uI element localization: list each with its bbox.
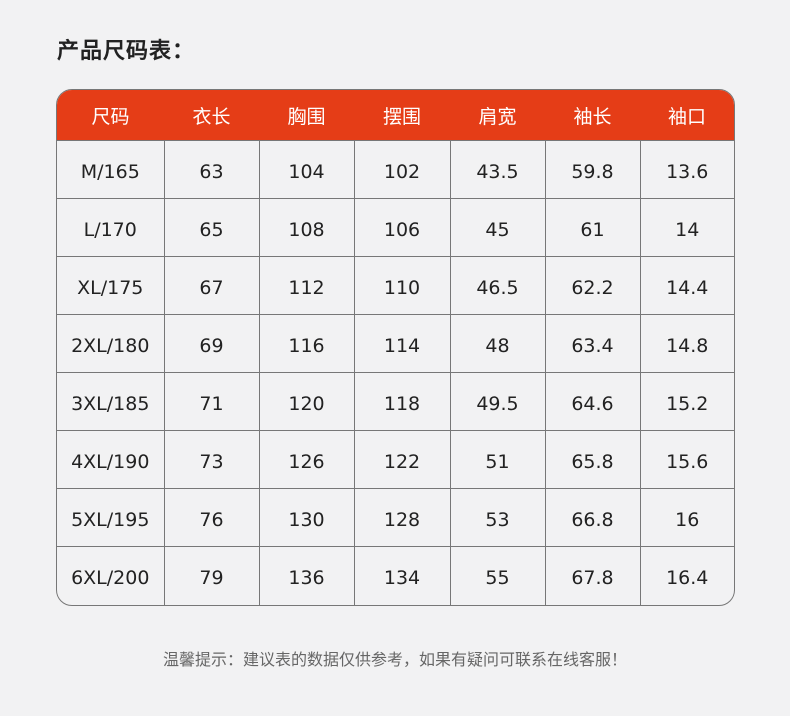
page-title: 产品尺码表：	[57, 39, 196, 64]
table-cell: 14	[640, 198, 734, 257]
table-cell: 120	[259, 372, 355, 431]
table-cell: 134	[354, 546, 451, 605]
table-cell: XL/175	[57, 256, 165, 315]
table-cell: 14.4	[640, 256, 734, 315]
table-cell: 4XL/190	[57, 430, 165, 489]
table-cell: 118	[354, 372, 451, 431]
table-cell: 48	[450, 314, 546, 373]
table-cell: 5XL/195	[57, 488, 165, 547]
column-header: 尺码	[57, 90, 164, 141]
table-row: 6XL/200 79 136 134 55 67.8 16.4	[57, 546, 734, 605]
column-header: 袖口	[640, 90, 734, 141]
table-cell: 63.4	[545, 314, 641, 373]
table-row: 4XL/190 73 126 122 51 65.8 15.6	[57, 430, 734, 489]
table-cell: 51	[450, 430, 546, 489]
column-header: 衣长	[164, 90, 259, 141]
table-cell: 71	[164, 372, 260, 431]
table-cell: 64.6	[545, 372, 641, 431]
table-row: L/170 65 108 106 45 61 14	[57, 198, 734, 257]
table-cell: 3XL/185	[57, 372, 165, 431]
table-cell: 55	[450, 546, 546, 605]
table-cell: 16.4	[640, 546, 734, 605]
tip-note: 温馨提示：建议表的数据仅供参考，如果有疑问可联系在线客服！	[162, 650, 627, 669]
table-cell: 67	[164, 256, 260, 315]
table-cell: 69	[164, 314, 260, 373]
table-row: M/165 63 104 102 43.5 59.8 13.6	[57, 140, 734, 199]
table-cell: 66.8	[545, 488, 641, 547]
table-cell: 136	[259, 546, 355, 605]
table-cell: 79	[164, 546, 260, 605]
table-cell: 49.5	[450, 372, 546, 431]
table-cell: 108	[259, 198, 355, 257]
table-cell: M/165	[57, 140, 165, 199]
table-row: 3XL/185 71 120 118 49.5 64.6 15.2	[57, 372, 734, 431]
column-header: 肩宽	[450, 90, 545, 141]
size-table: 尺码 衣长 胸围 摆围 肩宽 袖长 袖口 M/165 63 104 102 43.5 59.8 13.6…	[56, 89, 735, 606]
column-header: 胸围	[259, 90, 354, 141]
table-row: 2XL/180 69 116 114 48 63.4 14.8	[57, 314, 734, 373]
table-cell: 104	[259, 140, 355, 199]
table-cell: 73	[164, 430, 260, 489]
column-header: 摆围	[354, 90, 450, 141]
column-header: 袖长	[545, 90, 640, 141]
table-cell: 63	[164, 140, 260, 199]
table-cell: 76	[164, 488, 260, 547]
table-header: 尺码 衣长 胸围 摆围 肩宽 袖长 袖口	[57, 90, 734, 141]
table-cell: 65.8	[545, 430, 641, 489]
table-cell: 13.6	[640, 140, 734, 199]
table-cell: 116	[259, 314, 355, 373]
table-cell: 67.8	[545, 546, 641, 605]
table-cell: 106	[354, 198, 451, 257]
table-cell: 122	[354, 430, 451, 489]
table-cell: 46.5	[450, 256, 546, 315]
table-cell: 59.8	[545, 140, 641, 199]
table-cell: 43.5	[450, 140, 546, 199]
table-cell: 45	[450, 198, 546, 257]
table-cell: L/170	[57, 198, 165, 257]
table-cell: 126	[259, 430, 355, 489]
table-cell: 2XL/180	[57, 314, 165, 373]
table-cell: 53	[450, 488, 546, 547]
table-cell: 6XL/200	[57, 546, 165, 605]
table-cell: 128	[354, 488, 451, 547]
table-cell: 62.2	[545, 256, 641, 315]
table-cell: 102	[354, 140, 451, 199]
table-row: 5XL/195 76 130 128 53 66.8 16	[57, 488, 734, 547]
table-cell: 65	[164, 198, 260, 257]
table-cell: 112	[259, 256, 355, 315]
table-cell: 16	[640, 488, 734, 547]
table-cell: 15.6	[640, 430, 734, 489]
table-cell: 110	[354, 256, 451, 315]
table-cell: 15.2	[640, 372, 734, 431]
table-cell: 130	[259, 488, 355, 547]
table-cell: 114	[354, 314, 451, 373]
table-cell: 14.8	[640, 314, 734, 373]
table-cell: 61	[545, 198, 641, 257]
table-row: XL/175 67 112 110 46.5 62.2 14.4	[57, 256, 734, 315]
